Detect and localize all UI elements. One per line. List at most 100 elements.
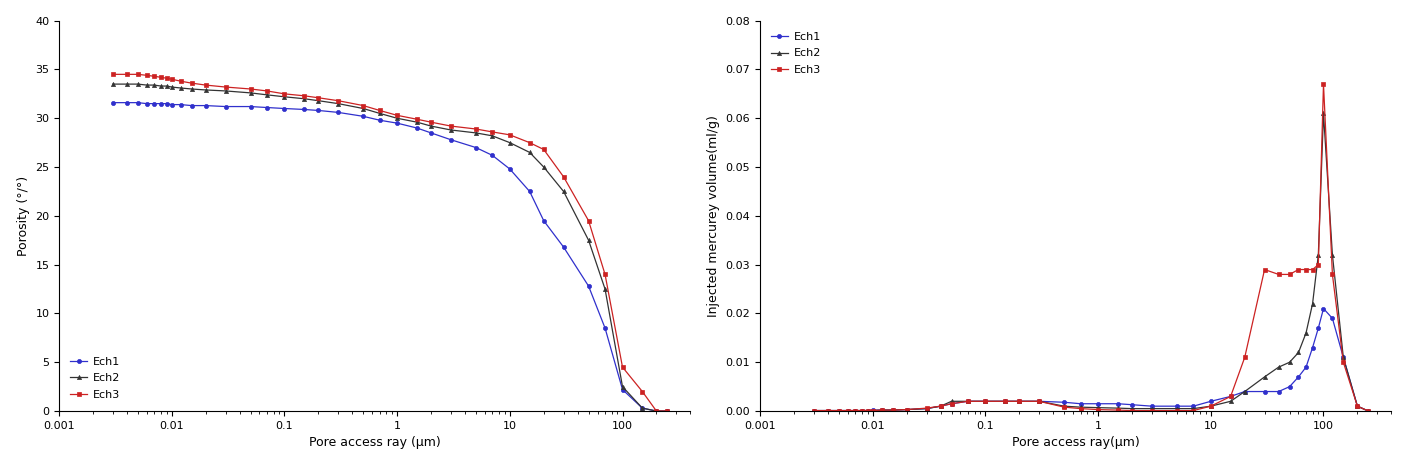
Ech3 <box>467 126 484 132</box>
Ech2 <box>130 81 146 87</box>
Ech1 <box>1290 374 1307 380</box>
Ech1 <box>1309 325 1326 331</box>
Ech1 <box>959 398 976 404</box>
Ech1 <box>1324 315 1340 321</box>
Ech2 <box>163 84 180 90</box>
Ech3 <box>146 74 163 79</box>
Ech2 <box>296 96 313 102</box>
Ech2 <box>884 407 901 413</box>
Ech3 <box>859 408 876 413</box>
Ech1 <box>104 100 121 105</box>
Ech2 <box>1298 330 1315 336</box>
Ech3 <box>1073 406 1090 411</box>
Ech2 <box>648 408 665 414</box>
Legend: Ech1, Ech2, Ech3: Ech1, Ech2, Ech3 <box>766 26 826 81</box>
Ech2 <box>932 404 949 409</box>
Ech2 <box>1315 110 1332 116</box>
Ech3 <box>118 72 135 77</box>
Ech1 <box>217 104 234 110</box>
Ech1 <box>1110 401 1126 406</box>
Ech2 <box>597 286 614 292</box>
Ech1 <box>535 218 552 224</box>
Ech2 <box>158 83 175 89</box>
Ech1 <box>1304 345 1321 350</box>
Ech3 <box>1349 404 1366 409</box>
Ech2 <box>467 130 484 136</box>
Ech3 <box>839 408 856 413</box>
Ech3 <box>614 364 631 370</box>
Ech2 <box>242 90 259 96</box>
Ech1 <box>183 103 200 109</box>
Ech1 <box>310 108 327 113</box>
Ech1 <box>1298 364 1315 370</box>
Ech1 <box>853 408 870 413</box>
Ech2 <box>276 94 293 100</box>
Ech1 <box>943 401 960 406</box>
Ech2 <box>521 150 538 155</box>
Ech3 <box>442 123 459 129</box>
Ech3 <box>1110 407 1126 413</box>
Line: Ech3: Ech3 <box>812 82 1370 413</box>
Ech3 <box>853 408 870 413</box>
Ech3 <box>138 73 155 78</box>
Ech1 <box>805 408 822 413</box>
Ech2 <box>152 83 169 89</box>
Ech2 <box>1011 398 1028 404</box>
Ech3 <box>1256 267 1273 272</box>
Ech3 <box>521 140 538 145</box>
Ech3 <box>408 116 425 122</box>
Ech1 <box>1090 401 1107 406</box>
Ech2 <box>846 408 863 413</box>
Line: Ech3: Ech3 <box>111 72 669 413</box>
Ech2 <box>977 398 994 404</box>
Ech1 <box>1143 404 1160 409</box>
Line: Ech1: Ech1 <box>111 101 669 413</box>
Ech3 <box>805 408 822 413</box>
Ech2 <box>805 408 822 413</box>
Ech2 <box>1202 404 1219 409</box>
Ech3 <box>1324 272 1340 277</box>
Ech1 <box>484 152 501 158</box>
Ech1 <box>172 102 189 107</box>
Ech2 <box>104 81 121 87</box>
Ech2 <box>484 133 501 138</box>
Ech2 <box>918 406 935 411</box>
Ech2 <box>501 140 518 145</box>
Ech1 <box>898 407 915 412</box>
Ech3 <box>997 398 1014 404</box>
Ech2 <box>1256 374 1273 380</box>
Ech2 <box>1270 364 1287 370</box>
Ech1 <box>163 102 180 107</box>
Ech1 <box>1315 306 1332 311</box>
Ech2 <box>1056 404 1073 409</box>
Ech2 <box>1324 252 1340 258</box>
Ech2 <box>614 384 631 390</box>
Ech2 <box>1124 406 1140 411</box>
Ech1 <box>977 398 994 404</box>
Ech1 <box>1011 398 1028 404</box>
Ech3 <box>1298 267 1315 272</box>
Ech3 <box>1281 272 1298 277</box>
Ech3 <box>648 408 665 414</box>
Ech2 <box>634 405 650 411</box>
Ech1 <box>158 101 175 106</box>
Ech2 <box>1090 405 1107 411</box>
Ech2 <box>1222 398 1239 404</box>
Ech1 <box>422 130 439 136</box>
Ech1 <box>442 137 459 143</box>
Ech3 <box>1090 407 1107 412</box>
Y-axis label: Porosity (°/°): Porosity (°/°) <box>17 176 30 256</box>
Ech2 <box>442 127 459 133</box>
Ech3 <box>197 82 214 88</box>
Ech1 <box>997 398 1014 404</box>
Ech1 <box>1169 404 1186 409</box>
Ech1 <box>846 408 863 413</box>
Ech2 <box>422 123 439 129</box>
Ech3 <box>597 272 614 277</box>
Ech3 <box>873 407 890 413</box>
Ech1 <box>865 407 881 413</box>
Ech2 <box>1335 355 1352 360</box>
Ech3 <box>484 129 501 135</box>
Ech2 <box>1031 398 1048 404</box>
Ech2 <box>555 189 572 194</box>
